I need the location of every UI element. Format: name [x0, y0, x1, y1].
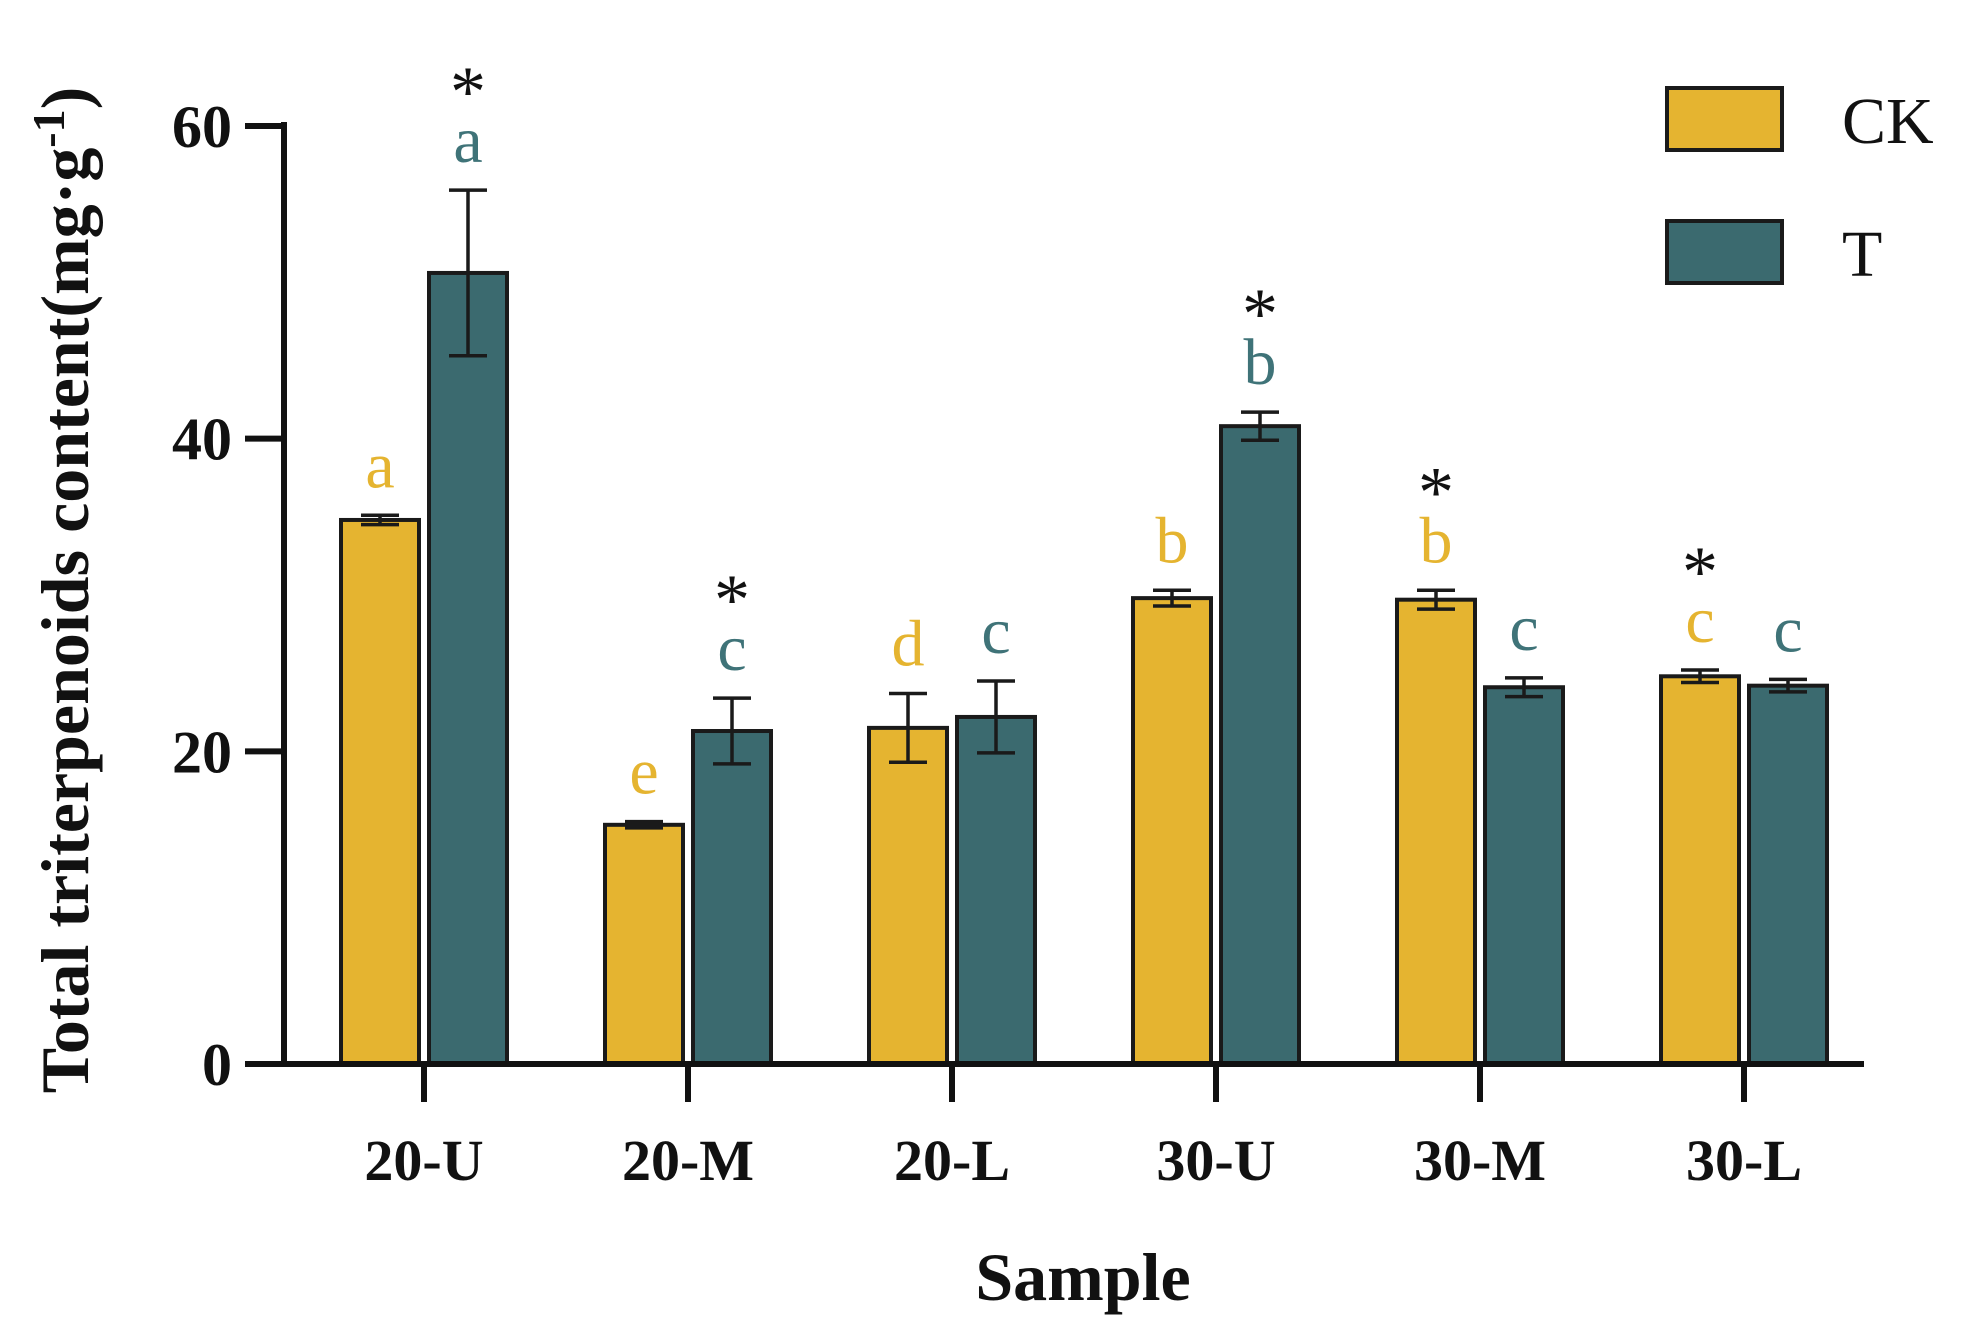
legend-label-t: T — [1842, 218, 1882, 291]
y-axis-title-close: ) — [27, 87, 103, 110]
bar-ck-30-M — [1395, 597, 1477, 1066]
significance-star-30-M: * — [1418, 452, 1454, 532]
y-axis-title-superscript: -1 — [23, 109, 74, 147]
error-bar-t-20-U — [449, 188, 487, 358]
significance-star-20-U: * — [450, 52, 486, 132]
significance-star-30-L: * — [1682, 532, 1718, 612]
y-axis-title: Total triterpenoids content(mg·g-1) — [23, 87, 103, 1094]
bar-ck-30-U — [1131, 596, 1213, 1066]
letter-ck-30-U: b — [1156, 504, 1189, 577]
x-ticks: 20-U 20-M 20-L 30-U 30-M 30-L — [364, 1064, 1802, 1193]
bars-layer — [339, 270, 1829, 1067]
y-tick-label-60: 60 — [172, 94, 232, 160]
bar-t-30-U — [1219, 424, 1301, 1067]
bar-t-20-L — [955, 714, 1037, 1066]
letter-t-20-M: c — [717, 612, 746, 685]
letter-ck-20-M: e — [629, 736, 658, 809]
bar-t-20-M — [691, 729, 773, 1066]
error-bar-ck-20-U — [361, 513, 399, 527]
bar-ck-20-U — [339, 517, 421, 1066]
letter-t-20-U: a — [453, 104, 482, 177]
legend: CK T — [1665, 85, 1934, 291]
letter-ck-30-L: c — [1685, 584, 1714, 657]
error-bar-ck-20-L — [889, 691, 927, 765]
error-bar-t-30-U — [1241, 410, 1279, 442]
error-bar-t-20-L — [977, 679, 1015, 755]
y-tick-label-0: 0 — [202, 1032, 232, 1098]
x-tick-label-30-M: 30-M — [1414, 1128, 1546, 1193]
legend-swatch-t — [1665, 219, 1784, 285]
letter-t-30-M: c — [1509, 592, 1538, 665]
error-bar-t-30-L — [1769, 677, 1807, 694]
legend-swatch-ck — [1665, 86, 1784, 152]
x-tick-label-30-U: 30-U — [1156, 1128, 1275, 1193]
letter-ck-20-U: a — [365, 429, 394, 502]
letter-t-30-U: b — [1244, 326, 1277, 399]
bar-t-20-U — [427, 270, 509, 1067]
error-bar-ck-30-M — [1417, 588, 1455, 611]
letter-ck-30-M: b — [1420, 504, 1453, 577]
bar-ck-20-L — [867, 725, 949, 1067]
error-bars-layer — [361, 188, 1807, 830]
error-bar-ck-30-U — [1153, 588, 1191, 608]
bar-t-30-L — [1747, 683, 1829, 1066]
error-bar-ck-20-M — [625, 819, 663, 830]
significance-star-20-M: * — [714, 560, 750, 640]
y-axis-title-main: Total triterpenoids content(mg·g — [27, 148, 103, 1094]
bar-ck-20-M — [603, 822, 685, 1066]
letter-t-30-L: c — [1773, 593, 1802, 666]
x-tick-label-20-M: 20-M — [622, 1128, 754, 1193]
error-bar-ck-30-L — [1681, 668, 1719, 685]
x-tick-label-20-L: 20-L — [894, 1128, 1010, 1193]
significance-star-30-U: * — [1242, 274, 1278, 354]
error-bar-t-30-M — [1505, 676, 1543, 699]
letter-t-20-L: c — [981, 595, 1010, 668]
x-tick-label-30-L: 30-L — [1686, 1128, 1802, 1193]
legend-label-ck: CK — [1842, 85, 1934, 158]
bar-ck-30-L — [1659, 674, 1741, 1066]
x-axis-title: Sample — [975, 1239, 1190, 1315]
y-tick-label-40: 40 — [172, 407, 232, 473]
letter-ck-20-L: d — [892, 607, 925, 680]
y-ticks: 0 20 40 60 — [172, 94, 284, 1098]
y-tick-label-20: 20 — [172, 719, 232, 785]
error-bar-t-20-M — [713, 696, 751, 766]
bar-t-30-M — [1483, 685, 1565, 1067]
x-tick-label-20-U: 20-U — [364, 1128, 483, 1193]
